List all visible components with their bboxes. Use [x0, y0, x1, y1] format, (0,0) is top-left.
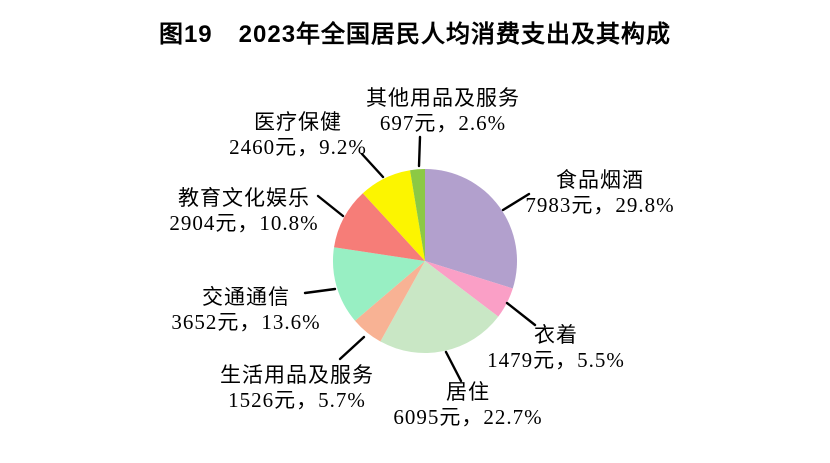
pie-slice-healthcare: [362, 170, 425, 261]
slice-label-value: 6095元，22.7%: [393, 405, 543, 429]
slice-label-value: 1479元，5.5%: [487, 348, 625, 372]
slice-label-food-tobacco-alcohol: 食品烟酒 7983元，29.8%: [525, 168, 674, 218]
slice-label-name: 教育文化娱乐: [178, 186, 310, 210]
pie-slice-food-tobacco-alcohol: [425, 169, 518, 289]
leader-line-education-culture-entertainment: [316, 194, 345, 218]
slice-label-transport-communication: 交通通信 3652元，13.6%: [171, 285, 320, 335]
slice-label-name: 衣着: [534, 323, 578, 347]
leader-line-other-goods-services: [417, 135, 422, 168]
leader-line-food-tobacco-alcohol: [501, 192, 531, 212]
slice-label-education-culture-entertainment: 教育文化娱乐 2904元，10.8%: [169, 186, 318, 236]
pie-slice-clothing: [425, 261, 513, 317]
pie-slice-household-goods-services: [354, 261, 425, 342]
pie-slice-transport-communication: [332, 247, 425, 321]
slice-label-healthcare: 医疗保健 2460元，9.2%: [229, 110, 367, 160]
slice-label-name: 生活用品及服务: [220, 363, 374, 387]
leader-line-transport-communication: [303, 287, 337, 295]
leader-line-clothing: [505, 301, 537, 327]
slice-label-name: 医疗保健: [254, 110, 342, 134]
slice-label-clothing: 衣着 1479元，5.5%: [487, 323, 625, 373]
pie-slice-education-culture-entertainment: [334, 193, 425, 261]
title-text: 2023年全国居民人均消费支出及其构成: [238, 21, 672, 48]
leader-line-household-goods-services: [338, 335, 366, 361]
slice-label-household-goods-services: 生活用品及服务 1526元，5.7%: [220, 363, 374, 413]
pie-slice-housing: [380, 261, 499, 354]
slice-label-name: 居住: [446, 380, 490, 404]
figure-number: 图19: [158, 21, 213, 48]
slice-label-name: 其他用品及服务: [366, 86, 520, 110]
slice-label-value: 7983元，29.8%: [525, 193, 675, 217]
slice-label-value: 3652元，13.6%: [171, 310, 321, 334]
slice-label-housing: 居住 6095元，22.7%: [393, 380, 542, 430]
leader-line-housing: [444, 350, 463, 383]
slice-label-value: 2904元，10.8%: [169, 211, 319, 235]
pie-slice-other-goods-services: [410, 169, 425, 261]
slice-label-other-goods-services: 其他用品及服务 697元，2.6%: [366, 86, 520, 136]
slice-label-value: 697元，2.6%: [379, 111, 507, 135]
slice-label-name: 食品烟酒: [556, 168, 644, 192]
slice-label-value: 2460元，9.2%: [229, 135, 367, 159]
slice-label-name: 交通通信: [202, 285, 290, 309]
leader-line-healthcare: [360, 152, 385, 179]
slice-label-value: 1526元，5.7%: [228, 388, 366, 412]
chart-title: 图19 2023年全国居民人均消费支出及其构成: [0, 14, 830, 49]
